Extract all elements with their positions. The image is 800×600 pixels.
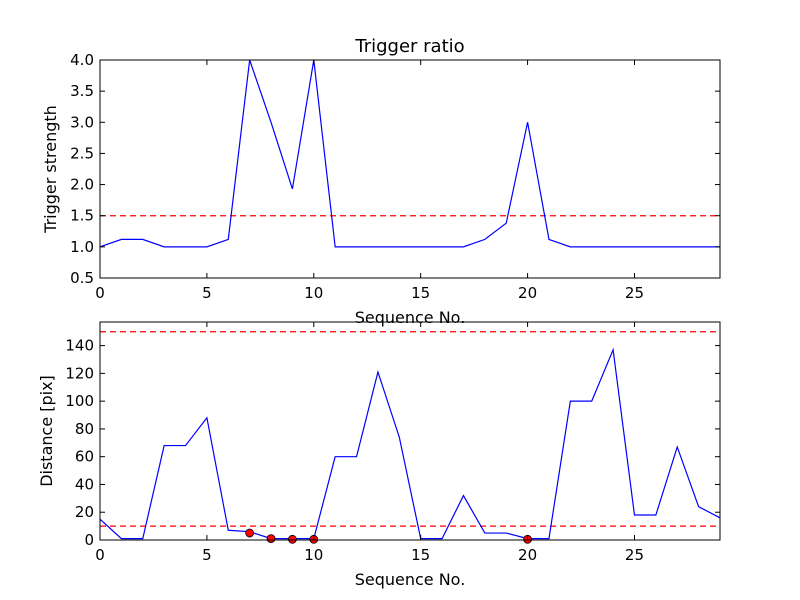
x-ticks: 0 5 10 15 20 25 xyxy=(95,322,644,564)
x-axis-label: Sequence No. xyxy=(355,308,466,327)
y-axis-label: Distance [pix] xyxy=(37,375,56,487)
x-axis-label: Sequence No. xyxy=(355,570,466,589)
chart-title: Trigger ratio xyxy=(354,36,464,57)
y-tick-label: 140 xyxy=(65,337,94,355)
x-tick-label: 25 xyxy=(625,284,644,302)
y-tick-label: 4.0 xyxy=(70,51,94,69)
data-point xyxy=(288,534,297,544)
axes-frame xyxy=(99,59,721,279)
x-tick-label: 10 xyxy=(304,546,323,564)
x-tick-label: 20 xyxy=(518,284,537,302)
y-axis-label: Trigger strength xyxy=(41,105,60,234)
x-tick-label: 0 xyxy=(95,546,105,564)
y-tick-label: 40 xyxy=(75,475,94,493)
y-tick-label: 1.0 xyxy=(70,238,94,256)
x-tick-label: 15 xyxy=(411,284,430,302)
y-tick-label: 0 xyxy=(84,531,94,549)
y-tick-label: 3.5 xyxy=(70,82,94,100)
trigger-ratio-panel: Trigger ratio 0.5 1.0 1.5 2.0 2.5 3.0 3.5 4.0 0… xyxy=(41,36,721,327)
y-tick-label: 120 xyxy=(65,364,94,382)
plot-content xyxy=(99,331,721,544)
x-tick-label: 0 xyxy=(95,284,105,302)
plot-content xyxy=(99,59,720,248)
x-tick-label: 5 xyxy=(202,284,212,302)
x-ticks: 0 5 10 15 20 25 xyxy=(95,60,644,302)
x-tick-label: 5 xyxy=(202,546,212,564)
y-tick-label: 60 xyxy=(75,448,94,466)
y-tick-label: 100 xyxy=(65,392,94,410)
axes-frame xyxy=(99,321,721,541)
y-tick-label: 0.5 xyxy=(70,269,94,287)
y-ticks: 0 20 40 60 80 100 120 140 xyxy=(65,337,720,549)
series-line xyxy=(99,347,721,540)
x-tick-label: 10 xyxy=(304,284,323,302)
x-tick-label: 20 xyxy=(518,546,537,564)
y-ticks: 0.5 1.0 1.5 2.0 2.5 3.0 3.5 4.0 xyxy=(70,51,720,287)
y-tick-label: 1.5 xyxy=(70,207,94,225)
x-tick-label: 15 xyxy=(411,546,430,564)
data-point xyxy=(245,528,255,538)
y-tick-label: 3.0 xyxy=(70,113,94,131)
y-tick-label: 2.0 xyxy=(70,176,94,194)
y-tick-label: 20 xyxy=(75,503,94,521)
distance-panel: 0 20 40 60 80 100 120 140 0 5 10 15 20 25 Sequence N… xyxy=(37,321,721,589)
x-tick-label: 25 xyxy=(625,546,644,564)
data-point xyxy=(266,534,276,544)
series-line xyxy=(99,59,720,248)
y-tick-label: 2.5 xyxy=(70,144,94,162)
y-tick-label: 80 xyxy=(75,420,94,438)
